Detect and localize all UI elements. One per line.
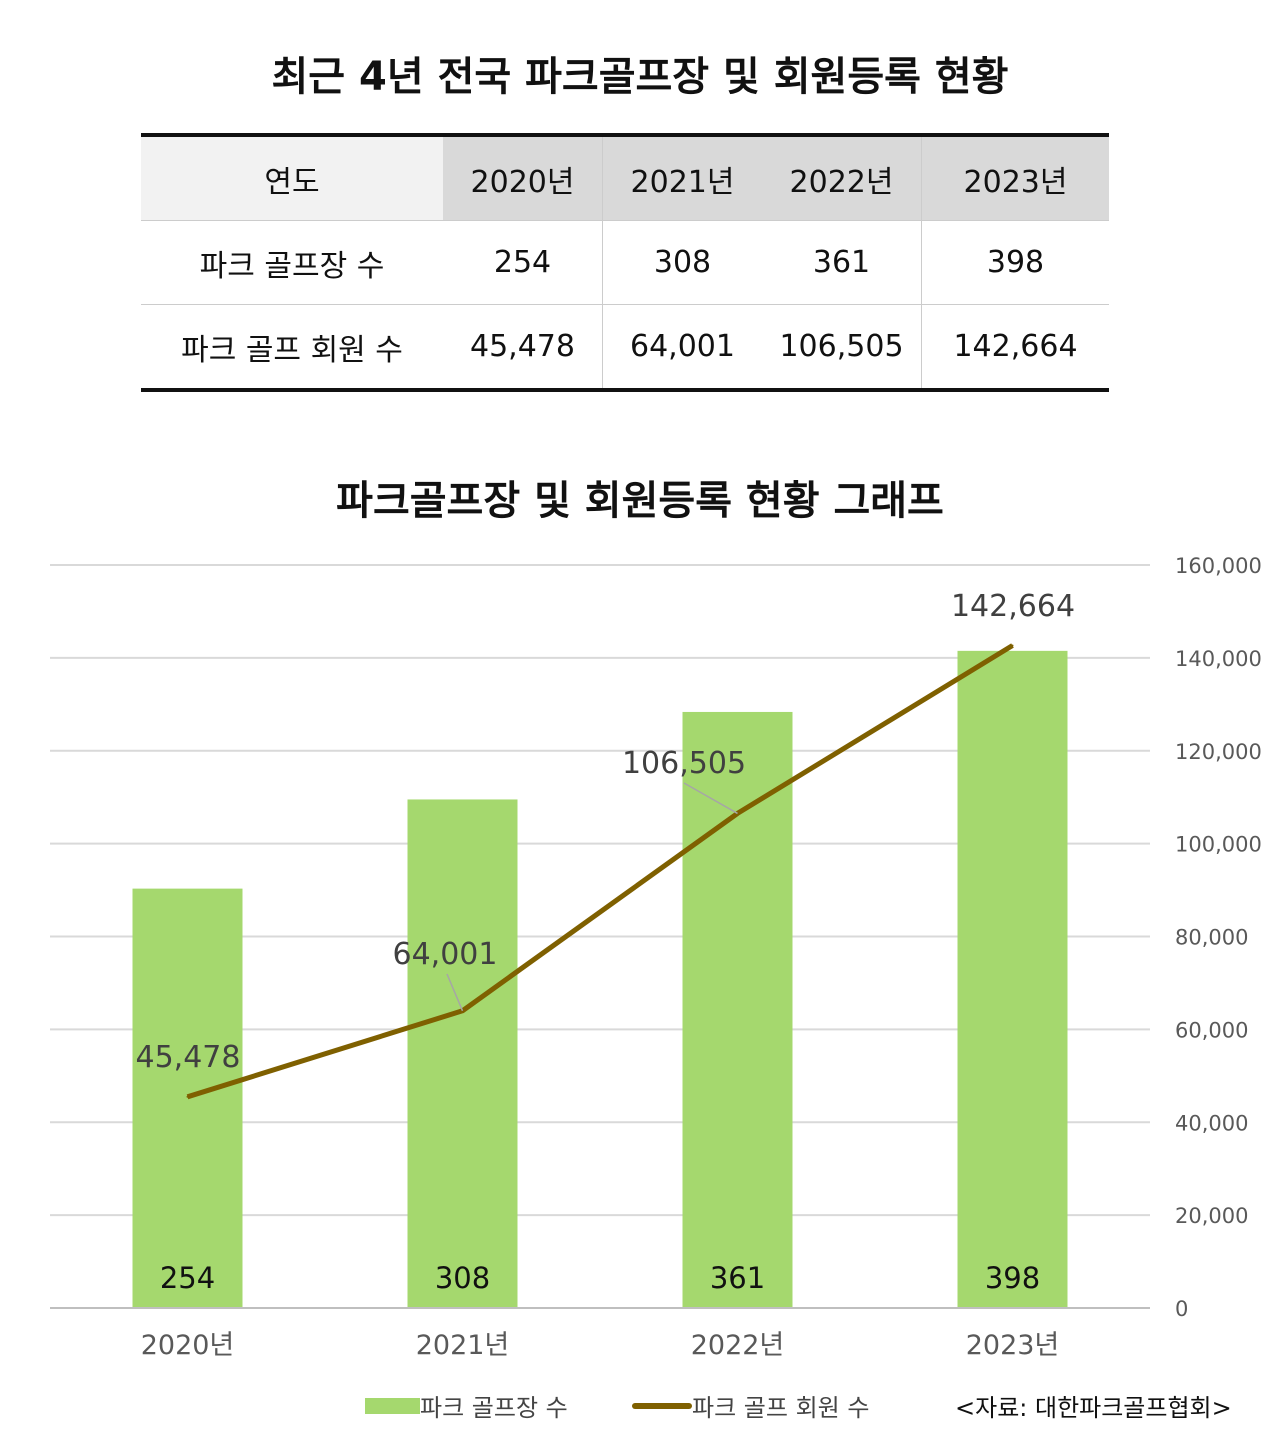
bar xyxy=(132,888,243,1308)
page-title: 최근 4년 전국 파크골프장 및 회원등록 현황 xyxy=(271,54,1009,100)
x-tick-label: 2023년 xyxy=(966,1330,1060,1361)
bar-label: 308 xyxy=(435,1261,490,1295)
y-tick-label: 0 xyxy=(1175,1297,1188,1321)
row-label: 파크 골프장 수 xyxy=(141,220,443,305)
y-tick-label: 80,000 xyxy=(1175,926,1248,950)
cell: 361 xyxy=(762,220,922,305)
cell: 64,001 xyxy=(602,304,762,390)
legend-label: 파크 골프 회원 수 xyxy=(692,1394,870,1422)
y-tick-label: 160,000 xyxy=(1175,554,1262,578)
leader-line xyxy=(446,973,464,1012)
y-tick-label: 20,000 xyxy=(1175,1204,1248,1228)
y-tick-label: 100,000 xyxy=(1175,833,1262,857)
cell: 308 xyxy=(602,220,762,305)
bar-label: 254 xyxy=(160,1261,215,1295)
header-cell: 2020년 xyxy=(443,135,603,221)
legend-swatch-bar xyxy=(365,1397,420,1414)
y-tick-label: 120,000 xyxy=(1175,740,1262,764)
legend-label: 파크 골프장 수 xyxy=(420,1394,568,1422)
line-point xyxy=(186,1095,189,1098)
chart-title: 파크골프장 및 회원등록 현황 그래프 xyxy=(336,478,944,524)
x-tick-label: 2022년 xyxy=(691,1330,785,1361)
legend-item-line: 파크 골프 회원 수 xyxy=(632,1388,869,1423)
bar xyxy=(957,650,1068,1308)
table-row: 파크 골프 회원 수 45,478 64,001 106,505 142,664 xyxy=(141,304,1109,390)
line-label: 142,664 xyxy=(951,589,1075,624)
data-table: 연도 2020년 2021년 2022년 2023년 파크 골프장 수 254 … xyxy=(141,133,1109,392)
combo-chart: 0 20,000 40,000 60,000 80,000 100,000 120,000 1… xyxy=(50,554,1262,1361)
y-tick-label: 40,000 xyxy=(1175,1111,1248,1135)
line-point xyxy=(1011,644,1014,647)
line-label: 64,001 xyxy=(393,937,498,972)
x-tick-label: 2020년 xyxy=(141,1330,235,1361)
cell: 106,505 xyxy=(762,304,922,390)
line-series xyxy=(186,643,1014,1100)
cell: 45,478 xyxy=(443,304,603,390)
row-label: 파크 골프 회원 수 xyxy=(141,304,443,390)
leader-line xyxy=(683,782,738,815)
legend-item-bars: 파크 골프장 수 xyxy=(365,1388,568,1423)
table-header-row: 연도 2020년 2021년 2022년 2023년 xyxy=(141,135,1109,221)
header-cell: 2021년 xyxy=(602,135,762,221)
line-label: 45,478 xyxy=(136,1040,241,1075)
cell: 254 xyxy=(443,220,603,305)
bar xyxy=(407,799,518,1308)
table-row: 파크 골프장 수 254 308 361 398 xyxy=(141,220,1109,305)
y-tick-label: 60,000 xyxy=(1175,1018,1248,1042)
y-tick-label: 140,000 xyxy=(1175,647,1262,671)
bar xyxy=(682,711,793,1308)
cell: 398 xyxy=(921,220,1109,305)
source-note: <자료: 대한파크골프협회> xyxy=(955,1394,1232,1422)
header-cell: 2022년 xyxy=(762,135,922,221)
line-label: 106,505 xyxy=(622,746,746,781)
bar-label: 361 xyxy=(710,1261,765,1295)
cell: 142,664 xyxy=(921,304,1109,390)
header-cell: 2023년 xyxy=(921,135,1109,221)
header-cell: 연도 xyxy=(141,135,443,221)
x-tick-label: 2021년 xyxy=(416,1330,510,1361)
legend-swatch-line xyxy=(632,1402,692,1409)
bar-label: 398 xyxy=(985,1261,1040,1295)
